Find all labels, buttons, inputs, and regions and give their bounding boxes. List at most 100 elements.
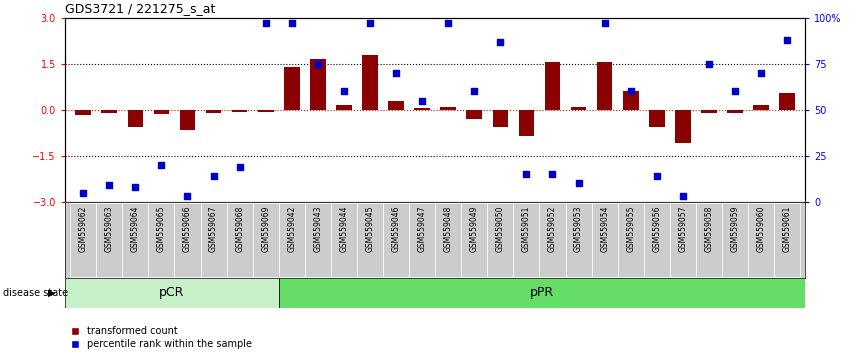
Bar [565, 202, 591, 277]
Text: GSM559045: GSM559045 [365, 206, 374, 252]
Point [494, 39, 507, 45]
Bar [174, 202, 201, 277]
Point [520, 171, 533, 177]
Bar [253, 202, 279, 277]
Bar [201, 202, 227, 277]
Bar [409, 202, 435, 277]
Bar [414, 108, 430, 110]
Text: GSM559044: GSM559044 [339, 206, 348, 252]
Point [389, 70, 403, 76]
Text: GSM559066: GSM559066 [183, 206, 192, 252]
Text: GSM559061: GSM559061 [783, 206, 792, 252]
Text: GSM559050: GSM559050 [496, 206, 505, 252]
Bar [101, 110, 117, 113]
Bar [591, 202, 617, 277]
Bar [305, 202, 331, 277]
Text: pCR: pCR [159, 286, 184, 299]
Text: pPR: pPR [530, 286, 554, 299]
Point [180, 193, 194, 199]
Bar [774, 202, 800, 277]
Bar [65, 278, 279, 308]
Bar [122, 202, 148, 277]
Bar [75, 110, 91, 115]
Point [442, 21, 456, 26]
Point [676, 193, 690, 199]
Point [702, 61, 716, 67]
Point [728, 88, 742, 94]
Bar [362, 55, 378, 110]
Bar [70, 202, 96, 277]
Bar [540, 202, 565, 277]
Bar [258, 110, 274, 112]
Text: ▶: ▶ [48, 288, 55, 298]
Bar [227, 202, 253, 277]
Bar [545, 62, 560, 110]
Bar [127, 110, 143, 127]
Bar [623, 91, 638, 110]
Legend: transformed count, percentile rank within the sample: transformed count, percentile rank withi… [70, 326, 252, 349]
Text: GSM559064: GSM559064 [131, 206, 139, 252]
Bar [617, 202, 643, 277]
Point [233, 164, 247, 170]
Text: GSM559060: GSM559060 [757, 206, 766, 252]
Text: GSM559057: GSM559057 [678, 206, 688, 252]
Bar [514, 202, 540, 277]
Bar [701, 110, 717, 113]
Text: GSM559042: GSM559042 [288, 206, 296, 252]
Point [154, 162, 168, 168]
Bar [669, 202, 696, 277]
Point [546, 171, 559, 177]
Point [415, 98, 429, 103]
Bar [279, 278, 805, 308]
Bar [488, 202, 514, 277]
Point [650, 173, 663, 179]
Bar [148, 202, 174, 277]
Bar [571, 107, 586, 110]
Text: GSM559063: GSM559063 [105, 206, 113, 252]
Bar [696, 202, 722, 277]
Bar [643, 202, 669, 277]
Point [337, 88, 351, 94]
Bar [519, 110, 534, 136]
Bar [331, 202, 357, 277]
Bar [206, 110, 222, 113]
Bar [748, 202, 774, 277]
Bar [462, 202, 488, 277]
Text: GSM559043: GSM559043 [313, 206, 322, 252]
Bar [779, 93, 795, 110]
Bar [383, 202, 409, 277]
Bar [467, 110, 482, 119]
Text: GSM559047: GSM559047 [417, 206, 427, 252]
Text: GSM559058: GSM559058 [704, 206, 714, 252]
Bar [336, 105, 352, 110]
Point [624, 88, 637, 94]
Bar [357, 202, 383, 277]
Bar [279, 202, 305, 277]
Bar [493, 110, 508, 127]
Text: GSM559062: GSM559062 [79, 206, 87, 252]
Bar [388, 101, 404, 110]
Bar [436, 202, 462, 277]
Text: GDS3721 / 221275_s_at: GDS3721 / 221275_s_at [65, 2, 216, 15]
Text: GSM559051: GSM559051 [522, 206, 531, 252]
Bar [153, 110, 169, 114]
Point [780, 37, 794, 42]
Text: GSM559068: GSM559068 [236, 206, 244, 252]
Text: GSM559053: GSM559053 [574, 206, 583, 252]
Text: GSM559067: GSM559067 [209, 206, 218, 252]
Bar [232, 110, 248, 112]
Bar [179, 110, 196, 130]
Text: GSM559069: GSM559069 [262, 206, 270, 252]
Bar [310, 59, 326, 110]
Point [363, 21, 377, 26]
Text: GSM559048: GSM559048 [443, 206, 453, 252]
Point [572, 181, 585, 186]
Bar [722, 202, 748, 277]
Text: GSM559065: GSM559065 [157, 206, 166, 252]
Text: disease state: disease state [3, 288, 68, 298]
Bar [284, 67, 300, 110]
Bar [675, 110, 691, 143]
Bar [727, 110, 743, 113]
Point [598, 21, 611, 26]
Bar [753, 105, 769, 110]
